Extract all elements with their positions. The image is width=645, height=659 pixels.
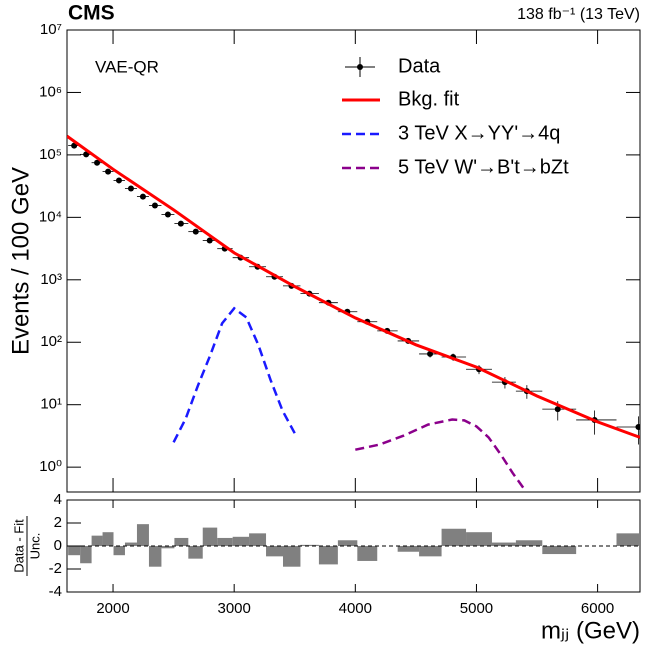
bar	[188, 546, 203, 559]
y-tick-label: 0	[54, 537, 62, 554]
x-tick-label: 2000	[96, 600, 129, 617]
bar	[266, 546, 283, 557]
bar	[542, 546, 577, 555]
x-tick-label: 4000	[339, 600, 372, 617]
ratio-y-label: Data - Fit	[11, 519, 26, 573]
y-tick-label: 4	[54, 491, 62, 508]
x-axis-label: mⱼⱼ (GeV)	[541, 617, 640, 644]
bar	[300, 544, 319, 546]
x-tick-label: 5000	[460, 600, 493, 617]
bar	[419, 546, 442, 557]
bar	[80, 546, 92, 564]
y-tick-label: -2	[49, 560, 62, 577]
y-tick-label: 10⁰	[39, 458, 62, 475]
bar	[397, 546, 420, 552]
chart-title: CMS	[68, 2, 115, 25]
y-tick-label: 10⁷	[40, 21, 62, 38]
bar	[148, 546, 162, 567]
data-point	[192, 228, 199, 235]
legend-label: 5 TeV W'→B't→bZt	[398, 156, 569, 178]
signal-curve	[355, 418, 526, 491]
x-tick-label: 6000	[581, 600, 614, 617]
bar	[232, 536, 250, 546]
bar	[161, 546, 175, 549]
fit-line	[67, 134, 640, 439]
legend-label: Bkg. fit	[398, 88, 460, 110]
y-tick-label: 10²	[40, 333, 62, 350]
y-tick-label: 10⁵	[39, 146, 62, 163]
data-point	[635, 423, 640, 430]
data-point	[151, 202, 158, 209]
bar	[124, 542, 137, 546]
y-tick-label: 2	[54, 514, 62, 531]
y-tick-label: 10⁶	[39, 83, 62, 100]
bar	[515, 540, 543, 546]
signal-curve	[172, 306, 296, 443]
bar	[441, 528, 467, 546]
bar	[217, 537, 233, 546]
data-point	[127, 185, 134, 192]
y-tick-label: 10⁴	[39, 208, 62, 225]
data-point	[105, 168, 112, 175]
bar	[91, 535, 103, 546]
legend-label: Data	[398, 55, 441, 77]
data-point	[164, 211, 171, 218]
bar	[249, 533, 267, 546]
plot-area	[67, 134, 640, 491]
data-point	[83, 151, 90, 158]
data-point	[554, 406, 561, 413]
data-point	[94, 159, 101, 166]
bar	[337, 540, 358, 546]
x-tick-label: 3000	[217, 600, 250, 617]
bar	[68, 546, 81, 556]
annotation: VAE-QR	[95, 57, 159, 76]
bar	[616, 533, 640, 546]
data-point	[177, 220, 184, 227]
y-axis-label: Events / 100 GeV	[7, 167, 34, 355]
y-tick-label: 10¹	[40, 396, 62, 413]
bar	[491, 542, 516, 546]
ratio-y-label: Unc.	[27, 533, 42, 560]
bar	[282, 546, 301, 567]
y-tick-label: -4	[49, 583, 62, 600]
plot-frame	[66, 29, 641, 493]
ratio-area	[68, 524, 640, 567]
data-point	[206, 237, 213, 244]
bar	[136, 524, 149, 546]
data-point	[427, 350, 434, 357]
data-point	[115, 177, 122, 184]
bar	[318, 546, 338, 565]
data-point	[139, 193, 146, 200]
legend-marker	[357, 64, 363, 70]
y-tick-label: 10³	[40, 271, 62, 288]
bar	[174, 537, 189, 546]
subtitle: 138 fb⁻¹ (13 TeV)	[517, 6, 640, 23]
bar	[202, 527, 218, 546]
bar	[466, 532, 492, 546]
bar	[102, 532, 114, 546]
bar	[357, 546, 378, 561]
bar	[113, 546, 125, 556]
legend-label: 3 TeV X→YY'→4q	[398, 122, 560, 144]
